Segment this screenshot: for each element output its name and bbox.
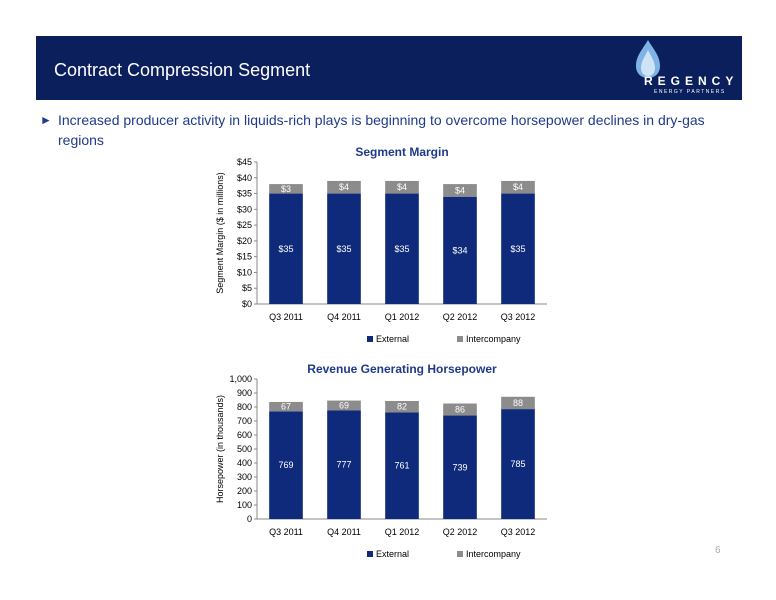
- y-tick-label: 600: [237, 430, 252, 440]
- bar-external: [269, 193, 303, 304]
- bar-external: [443, 196, 477, 304]
- legend-label-intercompany: Intercompany: [466, 334, 521, 344]
- data-label-external: 785: [510, 459, 525, 469]
- y-tick-label: $45: [237, 157, 252, 167]
- logo-name: REGENCY: [644, 74, 739, 88]
- data-label-external: 739: [452, 462, 467, 472]
- segment-margin-chart: Segment Margin Segment Margin ($ in milli…: [215, 145, 547, 344]
- data-label-intercompany: $4: [397, 182, 407, 192]
- data-label-external: 769: [278, 460, 293, 470]
- legend-label-intercompany: Intercompany: [466, 549, 521, 559]
- y-tick-label: $20: [237, 236, 252, 246]
- y-axis-label: Horsepower (in thousands): [215, 395, 225, 503]
- bar-intercompany: [501, 396, 535, 410]
- data-label-external: $34: [452, 245, 467, 255]
- bar-external: [443, 415, 477, 519]
- x-tick-label: Q3 2012: [501, 527, 536, 537]
- bar-external: [269, 411, 303, 519]
- bar-intercompany: [443, 184, 477, 197]
- data-label-external: $35: [510, 244, 525, 254]
- data-label-intercompany: $4: [513, 182, 523, 192]
- data-label-external: $35: [336, 244, 351, 254]
- legend-swatch-external: [367, 551, 373, 557]
- bar-external: [385, 193, 419, 304]
- data-label-external: 761: [394, 461, 409, 471]
- bar-intercompany: [269, 401, 303, 412]
- bar-intercompany: [269, 184, 303, 194]
- y-tick-label: $25: [237, 220, 252, 230]
- regency-logo: REGENCY ENERGY PARTNERS: [624, 38, 734, 98]
- y-tick-label: $5: [242, 283, 252, 293]
- x-tick-label: Q1 2012: [385, 312, 420, 322]
- data-label-intercompany: 67: [281, 402, 291, 412]
- bar-intercompany: [327, 180, 361, 194]
- bar-intercompany: [327, 400, 361, 411]
- bar-external: [501, 193, 535, 304]
- legend-swatch-external: [367, 336, 373, 342]
- y-tick-label: 500: [237, 444, 252, 454]
- data-label-intercompany: 88: [513, 398, 523, 408]
- page-number: 6: [715, 545, 721, 556]
- y-tick-label: 700: [237, 416, 252, 426]
- y-tick-label: 1,000: [229, 374, 252, 384]
- y-tick-label: 0: [247, 514, 252, 524]
- y-tick-label: 400: [237, 458, 252, 468]
- flame-icon: [636, 40, 660, 78]
- y-tick-label: $10: [237, 267, 252, 277]
- y-tick-label: 200: [237, 486, 252, 496]
- data-label-external: $35: [278, 244, 293, 254]
- x-tick-label: Q3 2011: [269, 312, 303, 322]
- page-title: Contract Compression Segment: [54, 60, 311, 80]
- bar-external: [385, 412, 419, 519]
- x-tick-label: Q3 2012: [501, 312, 536, 322]
- legend-label-external: External: [376, 549, 409, 559]
- chart-title: Revenue Generating Horsepower: [307, 362, 497, 376]
- legend-swatch-intercompany: [457, 336, 463, 342]
- data-label-intercompany: 69: [339, 400, 349, 410]
- data-label-external: $35: [394, 244, 409, 254]
- legend-label-external: External: [376, 334, 409, 344]
- y-tick-label: 300: [237, 472, 252, 482]
- y-tick-label: 100: [237, 500, 252, 510]
- x-tick-label: Q4 2011: [327, 312, 361, 322]
- chart-title: Segment Margin: [355, 145, 448, 159]
- bar-external: [501, 409, 535, 519]
- horsepower-chart: Revenue Generating Horsepower Horsepower …: [215, 362, 547, 559]
- header-banner: Contract Compression Segment REGENCY ENE…: [36, 36, 742, 100]
- bar-external: [327, 193, 361, 304]
- y-tick-label: $30: [237, 204, 252, 214]
- data-label-intercompany: 86: [455, 405, 465, 415]
- x-tick-label: Q3 2011: [269, 527, 303, 537]
- x-tick-label: Q4 2011: [327, 527, 361, 537]
- bar-intercompany: [443, 403, 477, 416]
- y-tick-label: $0: [242, 299, 252, 309]
- x-tick-label: Q2 2012: [443, 312, 478, 322]
- legend-swatch-intercompany: [457, 551, 463, 557]
- data-label-intercompany: $3: [281, 184, 291, 194]
- data-label-external: 777: [336, 460, 351, 470]
- y-tick-label: 900: [237, 388, 252, 398]
- data-label-intercompany: 82: [397, 402, 407, 412]
- data-label-intercompany: $4: [339, 182, 349, 192]
- y-tick-label: $15: [237, 252, 252, 262]
- x-tick-label: Q1 2012: [385, 527, 420, 537]
- y-tick-label: $35: [237, 189, 252, 199]
- bar-intercompany: [501, 180, 535, 194]
- x-tick-label: Q2 2012: [443, 527, 478, 537]
- y-tick-label: $40: [237, 173, 252, 183]
- bar-intercompany: [385, 180, 419, 194]
- data-label-intercompany: $4: [455, 185, 465, 195]
- y-tick-label: 800: [237, 402, 252, 412]
- logo-subtitle: ENERGY PARTNERS: [654, 89, 726, 95]
- y-axis-label: Segment Margin ($ in millions): [215, 172, 225, 294]
- bar-external: [327, 410, 361, 519]
- bullet-marker: ►: [40, 113, 52, 127]
- bullet-text: Increased producer activity in liquids-r…: [58, 112, 705, 148]
- bar-intercompany: [385, 400, 419, 413]
